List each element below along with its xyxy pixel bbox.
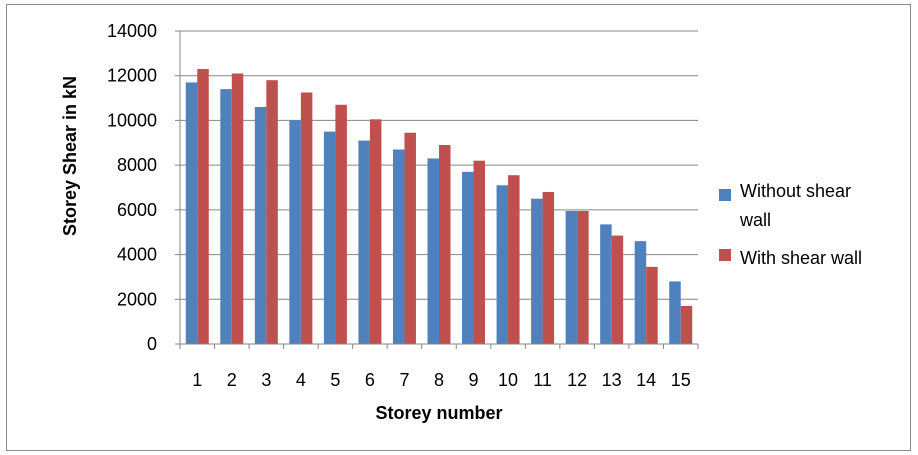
bar-without-shear-wall bbox=[427, 158, 439, 344]
bar-with-shear-wall bbox=[197, 69, 209, 344]
x-tick-label: 15 bbox=[671, 370, 691, 390]
bar-with-shear-wall bbox=[646, 266, 658, 344]
bar-with-shear-wall bbox=[404, 132, 416, 344]
y-tick-label: 4000 bbox=[117, 245, 157, 265]
legend-label: Without shear bbox=[740, 181, 851, 201]
y-tick-label: 0 bbox=[147, 334, 157, 354]
bar-without-shear-wall bbox=[289, 120, 301, 344]
y-tick-label: 12000 bbox=[107, 66, 157, 86]
x-tick-label: 4 bbox=[296, 370, 306, 390]
legend-label: With shear wall bbox=[740, 248, 862, 268]
x-tick-label: 13 bbox=[602, 370, 622, 390]
bar-with-shear-wall bbox=[577, 210, 589, 344]
x-tick-labels: 1 2 3 4 5 6 7 8 9 10 11 12 13 14 15 bbox=[192, 370, 690, 390]
bar-without-shear-wall bbox=[634, 241, 647, 344]
bar-without-shear-wall bbox=[669, 281, 681, 344]
axes bbox=[175, 30, 699, 349]
bar-with-shear-wall bbox=[473, 160, 486, 344]
bar-with-shear-wall bbox=[680, 305, 693, 344]
bars bbox=[185, 69, 693, 345]
y-tick-label: 8000 bbox=[117, 155, 157, 175]
x-tick-label: 5 bbox=[330, 370, 340, 390]
chart-frame bbox=[6, 4, 911, 451]
y-tick-labels: 0 2000 4000 6000 8000 10000 12000 14000 bbox=[107, 21, 157, 354]
x-axis-title: Storey number bbox=[375, 403, 502, 423]
bar-without-shear-wall bbox=[462, 171, 474, 344]
y-axis-title: Storey Shear in kN bbox=[60, 76, 80, 236]
bar-without-shear-wall bbox=[254, 107, 267, 344]
x-tick-label: 6 bbox=[365, 370, 375, 390]
bar-without-shear-wall bbox=[496, 185, 509, 344]
x-tick-label: 9 bbox=[469, 370, 479, 390]
bar-without-shear-wall bbox=[600, 224, 612, 344]
bar-with-shear-wall bbox=[300, 92, 313, 344]
x-tick-label: 11 bbox=[533, 370, 552, 390]
bar-with-shear-wall bbox=[266, 80, 278, 344]
bar-without-shear-wall bbox=[392, 149, 405, 344]
x-tick-label: 8 bbox=[434, 370, 444, 390]
legend-swatch bbox=[719, 189, 731, 201]
bar-without-shear-wall bbox=[565, 210, 578, 344]
bar-without-shear-wall bbox=[185, 82, 198, 345]
y-tick-label: 6000 bbox=[117, 200, 157, 220]
bar-with-shear-wall bbox=[542, 191, 555, 344]
bar-with-shear-wall bbox=[611, 235, 624, 344]
legend-label: wall bbox=[739, 210, 771, 230]
x-tick-label: 12 bbox=[567, 370, 587, 390]
x-tick-label: 2 bbox=[227, 370, 237, 390]
bar-without-shear-wall bbox=[531, 198, 543, 344]
x-tick-label: 3 bbox=[261, 370, 271, 390]
legend-swatch bbox=[719, 249, 731, 261]
bar-with-shear-wall bbox=[335, 104, 347, 345]
bar-without-shear-wall bbox=[323, 131, 336, 344]
y-tick-label: 14000 bbox=[107, 21, 157, 41]
legend: Without shear wall With shear wall bbox=[719, 181, 862, 268]
bar-with-shear-wall bbox=[369, 119, 382, 344]
bar-with-shear-wall bbox=[231, 73, 244, 344]
legend-item: With shear wall bbox=[719, 248, 862, 268]
bar-without-shear-wall bbox=[358, 140, 370, 344]
x-tick-label: 1 bbox=[192, 370, 202, 390]
bar-with-shear-wall bbox=[508, 175, 520, 344]
x-tick-label: 14 bbox=[636, 370, 656, 390]
x-tick-label: 10 bbox=[498, 370, 518, 390]
legend-item: Without shear wall bbox=[719, 181, 851, 230]
bar-without-shear-wall bbox=[220, 89, 232, 344]
y-tick-label: 2000 bbox=[117, 289, 157, 309]
y-tick-label: 10000 bbox=[107, 110, 157, 130]
x-tick-label: 7 bbox=[399, 370, 409, 390]
bar-with-shear-wall bbox=[439, 145, 451, 344]
